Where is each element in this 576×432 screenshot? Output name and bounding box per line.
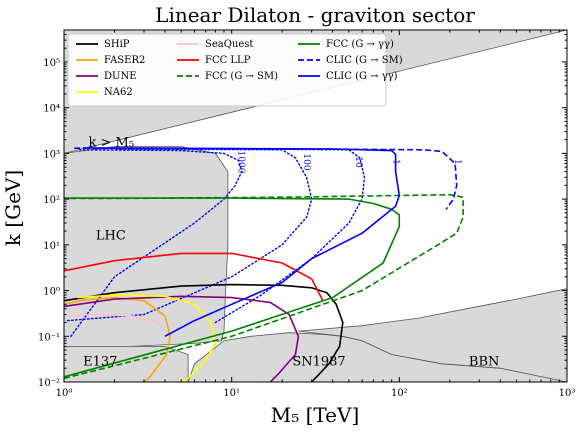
contour-line-2 xyxy=(66,148,313,322)
legend-label-fcc-g-sm: FCC (G → SM) xyxy=(205,71,278,82)
legend-label-seaquest: SeaQuest xyxy=(205,39,253,50)
series-na62 xyxy=(77,294,217,382)
y-tick-label: 10⁻² xyxy=(38,378,60,389)
x-tick-label: 10⁰ xyxy=(56,388,73,399)
series-fcc-llp xyxy=(64,252,324,302)
contour-label-2: 100 xyxy=(301,153,311,170)
legend: SHiP FASER2 DUNE NA62 SeaQuest FCC LLP FCC (G … xyxy=(67,33,403,107)
contour-label-5: 1 xyxy=(452,159,462,165)
x-tick-label: 10¹ xyxy=(223,388,240,399)
y-tick-label: 10⁰ xyxy=(43,287,60,298)
region-label-sn1987: SN1987 xyxy=(292,354,345,369)
x-tick-label: 10² xyxy=(391,388,408,399)
region-bbn xyxy=(298,288,567,382)
series-faser2 xyxy=(64,296,171,382)
region-labels: k > M₅ LHC E137 SN1987 BBN 1000 100 10 1 1 xyxy=(83,136,499,370)
region-label-bbn: BBN xyxy=(469,354,499,369)
x-tick-label: 10³ xyxy=(559,388,576,399)
contour-line-1 xyxy=(70,149,243,337)
legend-label-fcc-g: FCC (G → γγ) xyxy=(326,39,394,50)
legend-label-clic-g: CLIC (G → γγ) xyxy=(326,71,398,82)
axis-ticks: 10⁰ 10¹ 10² 10³ 10⁻² 10⁻¹ 10⁰ 10¹ 10² 10³ 10⁴ 10⁵ xyxy=(38,29,576,399)
series-seaquest xyxy=(67,313,166,329)
region-lhc xyxy=(64,146,229,382)
contour-label-1: 1000 xyxy=(236,151,246,174)
series-fcc-g xyxy=(64,197,401,378)
legend-label-ship: SHiP xyxy=(104,39,130,50)
region-label-e137: E137 xyxy=(83,354,117,369)
series-dune xyxy=(64,295,300,382)
y-tick-label: 10⁵ xyxy=(43,58,60,69)
y-tick-label: 10⁻¹ xyxy=(38,332,60,343)
y-axis-label: k [GeV] xyxy=(1,170,25,246)
series-fcc-g-sm xyxy=(64,193,464,380)
series-lines xyxy=(64,147,464,382)
series-clic-g xyxy=(83,147,401,338)
y-tick-label: 10⁴ xyxy=(43,104,60,115)
legend-label-faser2: FASER2 xyxy=(104,55,145,66)
series-ship xyxy=(64,283,344,382)
chart-title: Linear Dilaton - graviton sector xyxy=(155,3,475,27)
contour-label-3: 10 xyxy=(353,156,363,168)
region-label-lhc: LHC xyxy=(96,229,126,244)
x-axis-label: M₅ [TeV] xyxy=(271,403,360,427)
legend-label-fcc-llp: FCC LLP xyxy=(205,55,251,66)
y-tick-label: 10³ xyxy=(43,149,60,160)
y-tick-label: 10² xyxy=(43,195,60,206)
legend-label-clic-g-sm: CLIC (G → SM) xyxy=(326,55,403,66)
region-label-k-m: k > M₅ xyxy=(89,136,135,151)
contour-label-4: 1 xyxy=(390,159,400,165)
legend-label-dune: DUNE xyxy=(104,71,137,82)
legend-label-na62: NA62 xyxy=(104,87,133,98)
y-tick-label: 10¹ xyxy=(43,241,60,252)
contour-line-3 xyxy=(180,148,366,324)
legend-box xyxy=(67,33,387,107)
